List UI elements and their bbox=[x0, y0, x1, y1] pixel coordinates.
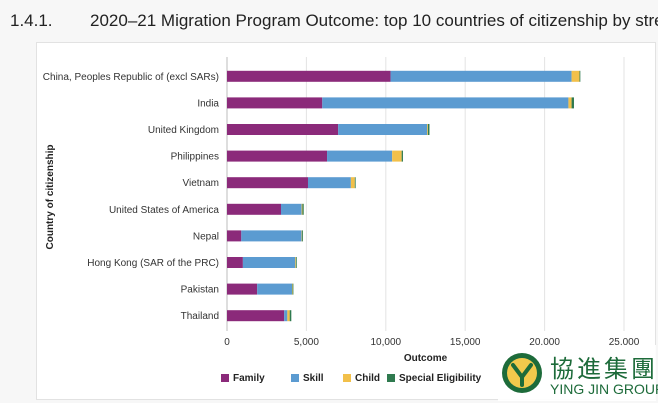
x-tick-label: 15,000 bbox=[450, 337, 481, 348]
bar-segment bbox=[227, 283, 258, 295]
legend-label: Skill bbox=[303, 373, 324, 384]
bar-segment bbox=[390, 70, 572, 82]
bar-segment bbox=[392, 150, 402, 162]
category-label: Nepal bbox=[193, 231, 219, 242]
x-tick-label: 0 bbox=[224, 337, 230, 348]
y-axis-title: Country of citizenship bbox=[45, 145, 56, 250]
stacked-bar-chart: China, Peoples Republic of (excl SARs) In… bbox=[43, 57, 640, 384]
bar-segment bbox=[227, 257, 243, 268]
legend-swatch bbox=[343, 374, 351, 382]
watermark: 協進集團 YING JIN GROUP bbox=[498, 345, 658, 401]
bar-segment bbox=[571, 70, 580, 82]
bar-segment bbox=[327, 150, 393, 162]
bar-segment bbox=[284, 310, 288, 322]
bar-segment bbox=[227, 97, 323, 109]
bar-segment bbox=[571, 97, 574, 109]
x-tick-label: 25,000 bbox=[609, 337, 640, 348]
x-tick-label: 10,000 bbox=[371, 337, 402, 348]
watermark-chinese-text: 協進集團 bbox=[550, 355, 658, 383]
bar-segment bbox=[241, 230, 302, 242]
bar-segment bbox=[227, 177, 308, 189]
bar-segment bbox=[257, 283, 293, 295]
legend-swatch bbox=[387, 374, 395, 382]
category-label: Hong Kong (SAR of the PRC) bbox=[87, 258, 219, 269]
bar-segment bbox=[338, 124, 428, 135]
bar-segment bbox=[302, 203, 304, 215]
bar-segment bbox=[292, 283, 293, 295]
category-label: Thailand bbox=[181, 311, 219, 322]
chart-title: 2020–21 Migration Program Outcome: top 1… bbox=[90, 11, 658, 30]
category-label: United Kingdom bbox=[148, 125, 219, 136]
bar-segment bbox=[301, 230, 303, 242]
chart-heading: 1.4.1. 2020–21 Migration Program Outcome… bbox=[0, 0, 658, 40]
legend: Family Skill Child Special Eligibility bbox=[221, 373, 482, 384]
bar-segment bbox=[302, 230, 303, 242]
bar-segment bbox=[579, 70, 581, 82]
x-tick-labels: 0 5,000 10,000 15,000 20,000 25,000 bbox=[224, 337, 640, 348]
bar-segment bbox=[301, 203, 303, 215]
company-logo-icon bbox=[502, 353, 542, 393]
category-label: Philippines bbox=[171, 152, 219, 163]
bar-segment bbox=[227, 124, 339, 135]
bar-segment bbox=[322, 97, 569, 109]
bar-segment bbox=[568, 97, 572, 109]
bar-segment bbox=[227, 310, 285, 322]
bar-segment bbox=[427, 124, 430, 135]
category-label: Vietnam bbox=[182, 178, 219, 189]
bar-segment bbox=[292, 283, 294, 295]
bar-segment bbox=[295, 257, 297, 268]
category-label: Pakistan bbox=[181, 285, 219, 296]
category-labels: China, Peoples Republic of (excl SARs) In… bbox=[43, 72, 220, 322]
bar-segment bbox=[289, 310, 292, 322]
bar-segment bbox=[350, 177, 355, 189]
chart-panel: China, Peoples Republic of (excl SARs) In… bbox=[36, 42, 656, 400]
bars bbox=[227, 70, 581, 322]
category-label: China, Peoples Republic of (excl SARs) bbox=[43, 72, 219, 83]
legend-label: Child bbox=[355, 373, 380, 384]
bar-segment bbox=[427, 124, 428, 135]
bar-segment bbox=[354, 177, 356, 189]
bar-segment bbox=[307, 177, 351, 189]
bar-segment bbox=[401, 150, 403, 162]
legend-label: Special Eligibility bbox=[399, 373, 482, 384]
bar-segment bbox=[287, 310, 290, 322]
legend-swatch bbox=[291, 374, 299, 382]
watermark-english-text: YING JIN GROUP bbox=[550, 381, 658, 397]
bar-segment bbox=[242, 257, 296, 268]
bar-segment bbox=[227, 70, 391, 82]
x-tick-label: 20,000 bbox=[529, 337, 560, 348]
bar-segment bbox=[295, 257, 297, 268]
category-label: India bbox=[197, 98, 219, 109]
x-tick-label: 5,000 bbox=[294, 337, 319, 348]
section-number: 1.4.1. bbox=[10, 11, 53, 30]
x-axis-title: Outcome bbox=[404, 353, 448, 364]
bar-segment bbox=[280, 203, 302, 215]
bar-segment bbox=[227, 203, 281, 215]
bar-segment bbox=[227, 230, 242, 242]
bar-segment bbox=[227, 150, 328, 162]
legend-swatch bbox=[221, 374, 229, 382]
category-label: United States of America bbox=[109, 205, 219, 216]
legend-label: Family bbox=[233, 373, 265, 384]
